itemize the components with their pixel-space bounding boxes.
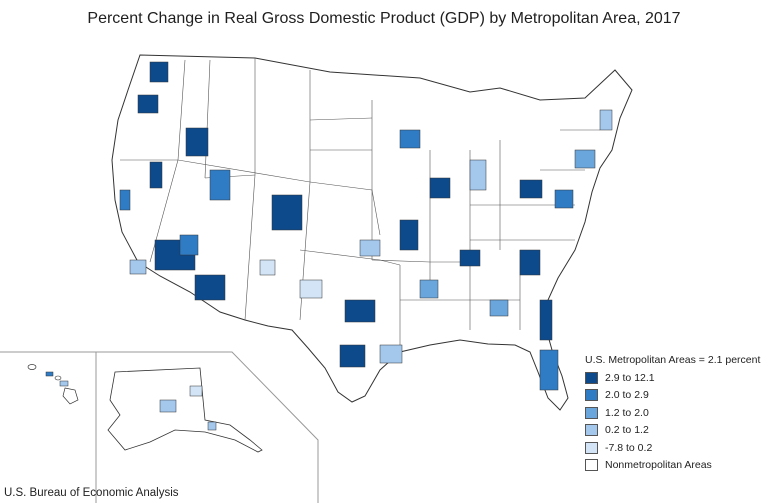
- legend: U.S. Metropolitan Areas = 2.1 percent 2.…: [585, 354, 765, 475]
- map-title: Percent Change in Real Gross Domestic Pr…: [87, 10, 681, 27]
- legend-swatch: [585, 459, 598, 472]
- legend-label: 2.9 to 12.1: [605, 371, 655, 384]
- alaska-inset: [107, 367, 263, 453]
- legend-swatch: [585, 441, 598, 454]
- legend-title: U.S. Metropolitan Areas = 2.1 percent: [585, 354, 761, 366]
- legend-item: 2.9 to 12.1: [585, 370, 765, 386]
- source-credit: U.S. Bureau of Economic Analysis: [4, 487, 179, 499]
- legend-label: 1.2 to 2.0: [605, 406, 649, 419]
- hawaii-inset: [27, 364, 79, 405]
- legend-label: 0.2 to 1.2: [605, 424, 649, 437]
- legend-swatch: [585, 389, 598, 402]
- legend-item: 1.2 to 2.0: [585, 405, 765, 421]
- legend-swatch: [585, 424, 598, 437]
- legend-swatch: [585, 371, 598, 384]
- legend-swatch: [585, 406, 598, 419]
- legend-item: 0.2 to 1.2: [585, 423, 765, 439]
- legend-item: Nonmetropolitan Areas: [585, 458, 765, 474]
- legend-label: 2.0 to 2.9: [605, 389, 649, 402]
- legend-item: 2.0 to 2.9: [585, 388, 765, 404]
- legend-label: Nonmetropolitan Areas: [605, 459, 712, 472]
- legend-label: -7.8 to 0.2: [605, 441, 653, 454]
- metro-areas: [119, 61, 613, 391]
- legend-item: -7.8 to 0.2: [585, 440, 765, 456]
- inset-divider: [0, 351, 319, 503]
